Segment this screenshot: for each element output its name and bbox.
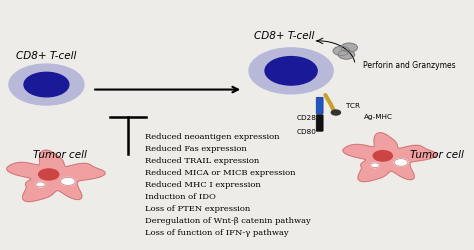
Circle shape [341,44,357,53]
Circle shape [24,73,69,98]
Circle shape [373,151,392,162]
Text: CD8+ T-cell: CD8+ T-cell [254,30,314,40]
Circle shape [394,159,408,166]
Circle shape [371,163,379,168]
Circle shape [36,182,45,187]
Text: Perforin and Granzymes: Perforin and Granzymes [363,61,456,70]
Polygon shape [343,133,437,182]
Circle shape [338,51,355,60]
Text: Deregulation of Wnt-β catenin pathway: Deregulation of Wnt-β catenin pathway [145,216,310,224]
Text: TCR: TCR [346,102,360,108]
Text: Reduced neoantigen expression: Reduced neoantigen expression [145,132,279,140]
Text: Induction of IDO: Induction of IDO [145,192,216,200]
Circle shape [265,58,317,86]
Text: Reduced MICA or MICB expression: Reduced MICA or MICB expression [145,168,295,176]
Text: Reduced TRAIL expression: Reduced TRAIL expression [145,156,259,164]
Circle shape [39,169,59,180]
Circle shape [61,178,75,186]
Text: Reduced Fas expression: Reduced Fas expression [145,144,246,152]
Text: Loss of PTEN expression: Loss of PTEN expression [145,204,250,212]
Text: CD28: CD28 [296,114,316,120]
Text: CD8+ T-cell: CD8+ T-cell [16,50,77,60]
Text: Tumor cell: Tumor cell [410,150,464,160]
Text: Tumor cell: Tumor cell [33,150,87,160]
Circle shape [331,110,340,116]
Circle shape [9,65,84,106]
Polygon shape [7,150,105,202]
Text: CD80: CD80 [296,128,316,134]
Text: Ag-MHC: Ag-MHC [364,114,393,120]
Text: Reduced MHC I expression: Reduced MHC I expression [145,180,261,188]
Circle shape [333,47,350,56]
FancyBboxPatch shape [316,115,323,132]
FancyBboxPatch shape [316,98,323,114]
Text: Loss of function of IFN-γ pathway: Loss of function of IFN-γ pathway [145,228,288,236]
Circle shape [249,49,333,94]
